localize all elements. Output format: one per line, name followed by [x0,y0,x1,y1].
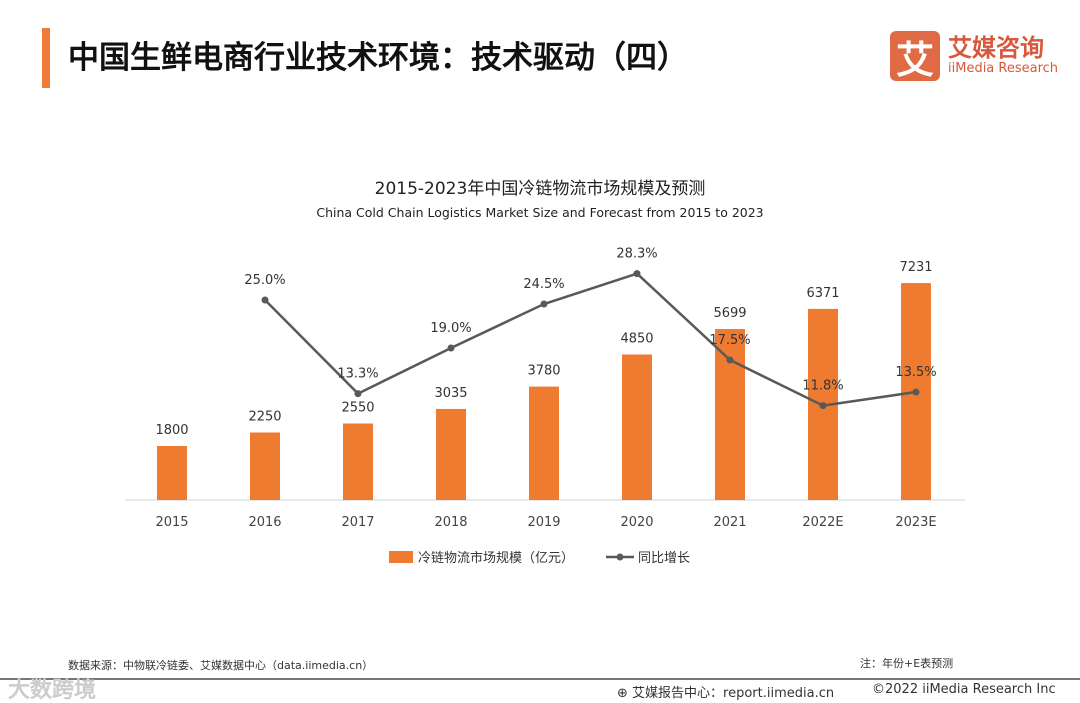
logo-icon: 艾 [890,31,940,82]
bar-value-label: 3780 [527,364,560,379]
x-tick-label: 2022E [802,515,843,530]
growth-point [633,270,641,278]
growth-point [726,356,734,364]
title-accent-bar [42,28,50,88]
x-tick-label: 2021 [713,515,746,530]
bar-value-label: 5699 [713,306,746,321]
growth-point [540,300,548,308]
x-tick-label: 2019 [527,515,560,530]
growth-point [354,390,362,398]
x-tick-label: 2016 [248,515,281,530]
growth-value-label: 28.3% [616,247,657,262]
x-tick-label: 2017 [341,515,374,530]
source-note: 数据来源：中物联冷链委、艾媒数据中心（data.iimedia.cn） [68,659,374,672]
bar-value-label: 2250 [248,410,281,425]
bar [436,408,466,500]
legend-bar-label: 冷链物流市场规模（亿元） [418,550,574,566]
legend-bar-swatch [389,551,413,563]
chart-subtitle: China Cold Chain Logistics Market Size a… [316,205,763,220]
logo-en: iiMedia Research [948,61,1059,76]
watermark: 大数跨境 [8,678,97,703]
bar [529,386,559,500]
growth-point [819,402,827,410]
bar-value-label: 3035 [434,386,467,401]
forecast-note: 注：年份+E表预测 [860,657,954,670]
x-tick-label: 2015 [155,515,188,530]
growth-point [447,344,455,352]
growth-value-label: 13.3% [337,367,378,382]
bar-value-label: 7231 [899,260,932,275]
logo-cn: 艾媒咨询 [948,34,1044,62]
growth-line [264,272,917,407]
growth-value-label: 25.0% [244,273,285,288]
growth-point [261,296,269,304]
x-tick-label: 2018 [434,515,467,530]
growth-value-label: 11.8% [802,379,843,394]
bar-value-label: 1800 [155,423,188,438]
iimedia-logo: 艾 艾媒咨询 iiMedia Research [890,31,1059,82]
bar-value-label: 4850 [620,332,653,347]
bar [157,446,187,500]
footer-divider [0,678,1080,680]
growth-point [912,388,920,396]
growth-value-label: 19.0% [430,321,471,336]
legend-line-label: 同比增长 [638,551,690,566]
report-link[interactable]: ⊕ 艾媒报告中心：report.iimedia.cn [617,686,835,701]
bar-value-label: 2550 [341,401,374,416]
bar [622,354,652,500]
bar [250,432,280,500]
copyright: ©2022 iiMedia Research Inc [872,682,1056,697]
growth-value-label: 24.5% [523,277,564,292]
growth-value-label: 17.5% [709,333,750,348]
x-tick-label: 2020 [620,515,653,530]
x-tick-label: 2023E [895,515,936,530]
bar [715,329,745,500]
growth-value-label: 13.5% [895,365,936,380]
chart-title: 2015-2023年中国冷链物流市场规模及预测 [375,179,706,199]
page-title: 中国生鲜电商行业技术环境：技术驱动（四） [68,40,688,76]
legend-line-marker [616,553,624,561]
bar-value-label: 6371 [806,286,839,301]
bar [343,423,373,500]
globe-icon: ⊕ [617,686,633,701]
